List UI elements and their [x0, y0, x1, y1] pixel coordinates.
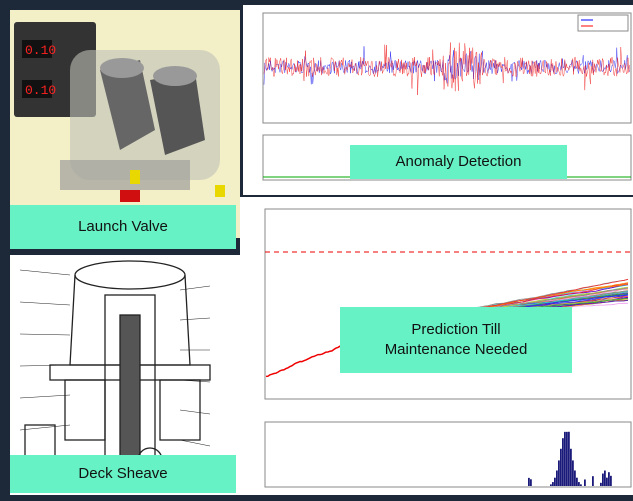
svg-text:0.10: 0.10 — [25, 43, 56, 58]
decoration — [600, 482, 602, 486]
decoration — [19, 269, 71, 276]
decoration — [566, 431, 568, 486]
label-text: Maintenance Needed — [384, 341, 528, 358]
decoration — [564, 431, 566, 486]
label: Launch Valve — [10, 205, 236, 249]
decoration — [179, 379, 211, 383]
decoration — [554, 477, 556, 486]
decoration — [552, 482, 554, 486]
decoration — [576, 477, 578, 486]
decoration — [19, 301, 71, 306]
decoration — [584, 479, 586, 486]
decoration — [568, 431, 570, 486]
decoration — [19, 424, 71, 431]
display — [22, 80, 52, 98]
decoration — [19, 394, 71, 399]
decoration — [263, 42, 630, 96]
decoration — [570, 448, 572, 486]
label-text: Anomaly Detection — [395, 153, 522, 170]
decoration — [556, 470, 558, 486]
label-text: Prediction Till — [411, 321, 501, 338]
decoration — [574, 470, 576, 486]
decoration — [560, 448, 562, 486]
decoration — [550, 484, 552, 486]
decoration — [530, 479, 532, 486]
decoration — [179, 409, 211, 415]
label: Prediction Till Maintenance Needed — [340, 307, 572, 373]
decoration — [572, 460, 574, 486]
decoration — [602, 473, 604, 486]
launch-valve-image: 0.10 0.10 — [10, 10, 240, 238]
decoration — [19, 333, 71, 336]
label: Anomaly Detection — [350, 145, 567, 179]
valve-part — [100, 60, 155, 150]
decoration — [263, 46, 630, 85]
decoration — [528, 477, 530, 486]
display — [22, 40, 52, 58]
label-text: Launch Valve — [78, 218, 168, 235]
decoration — [580, 484, 582, 486]
decoration — [608, 472, 610, 486]
anomaly-graph — [262, 12, 632, 181]
svg-text:0.10: 0.10 — [25, 83, 56, 98]
decoration — [604, 470, 606, 486]
decoration — [179, 285, 211, 291]
valve-drawing: 0.10 0.10 — [14, 22, 225, 202]
decoration — [179, 439, 211, 447]
decoration — [610, 475, 612, 486]
decoration — [179, 317, 211, 321]
decoration — [19, 364, 71, 367]
decoration — [592, 476, 594, 486]
decoration — [562, 438, 564, 486]
decoration — [606, 477, 608, 486]
label: Deck Sheave — [10, 455, 236, 493]
valve-part — [150, 72, 205, 155]
decoration — [558, 460, 560, 486]
decoration — [578, 482, 580, 486]
label-text: Deck Sheave — [78, 465, 168, 482]
